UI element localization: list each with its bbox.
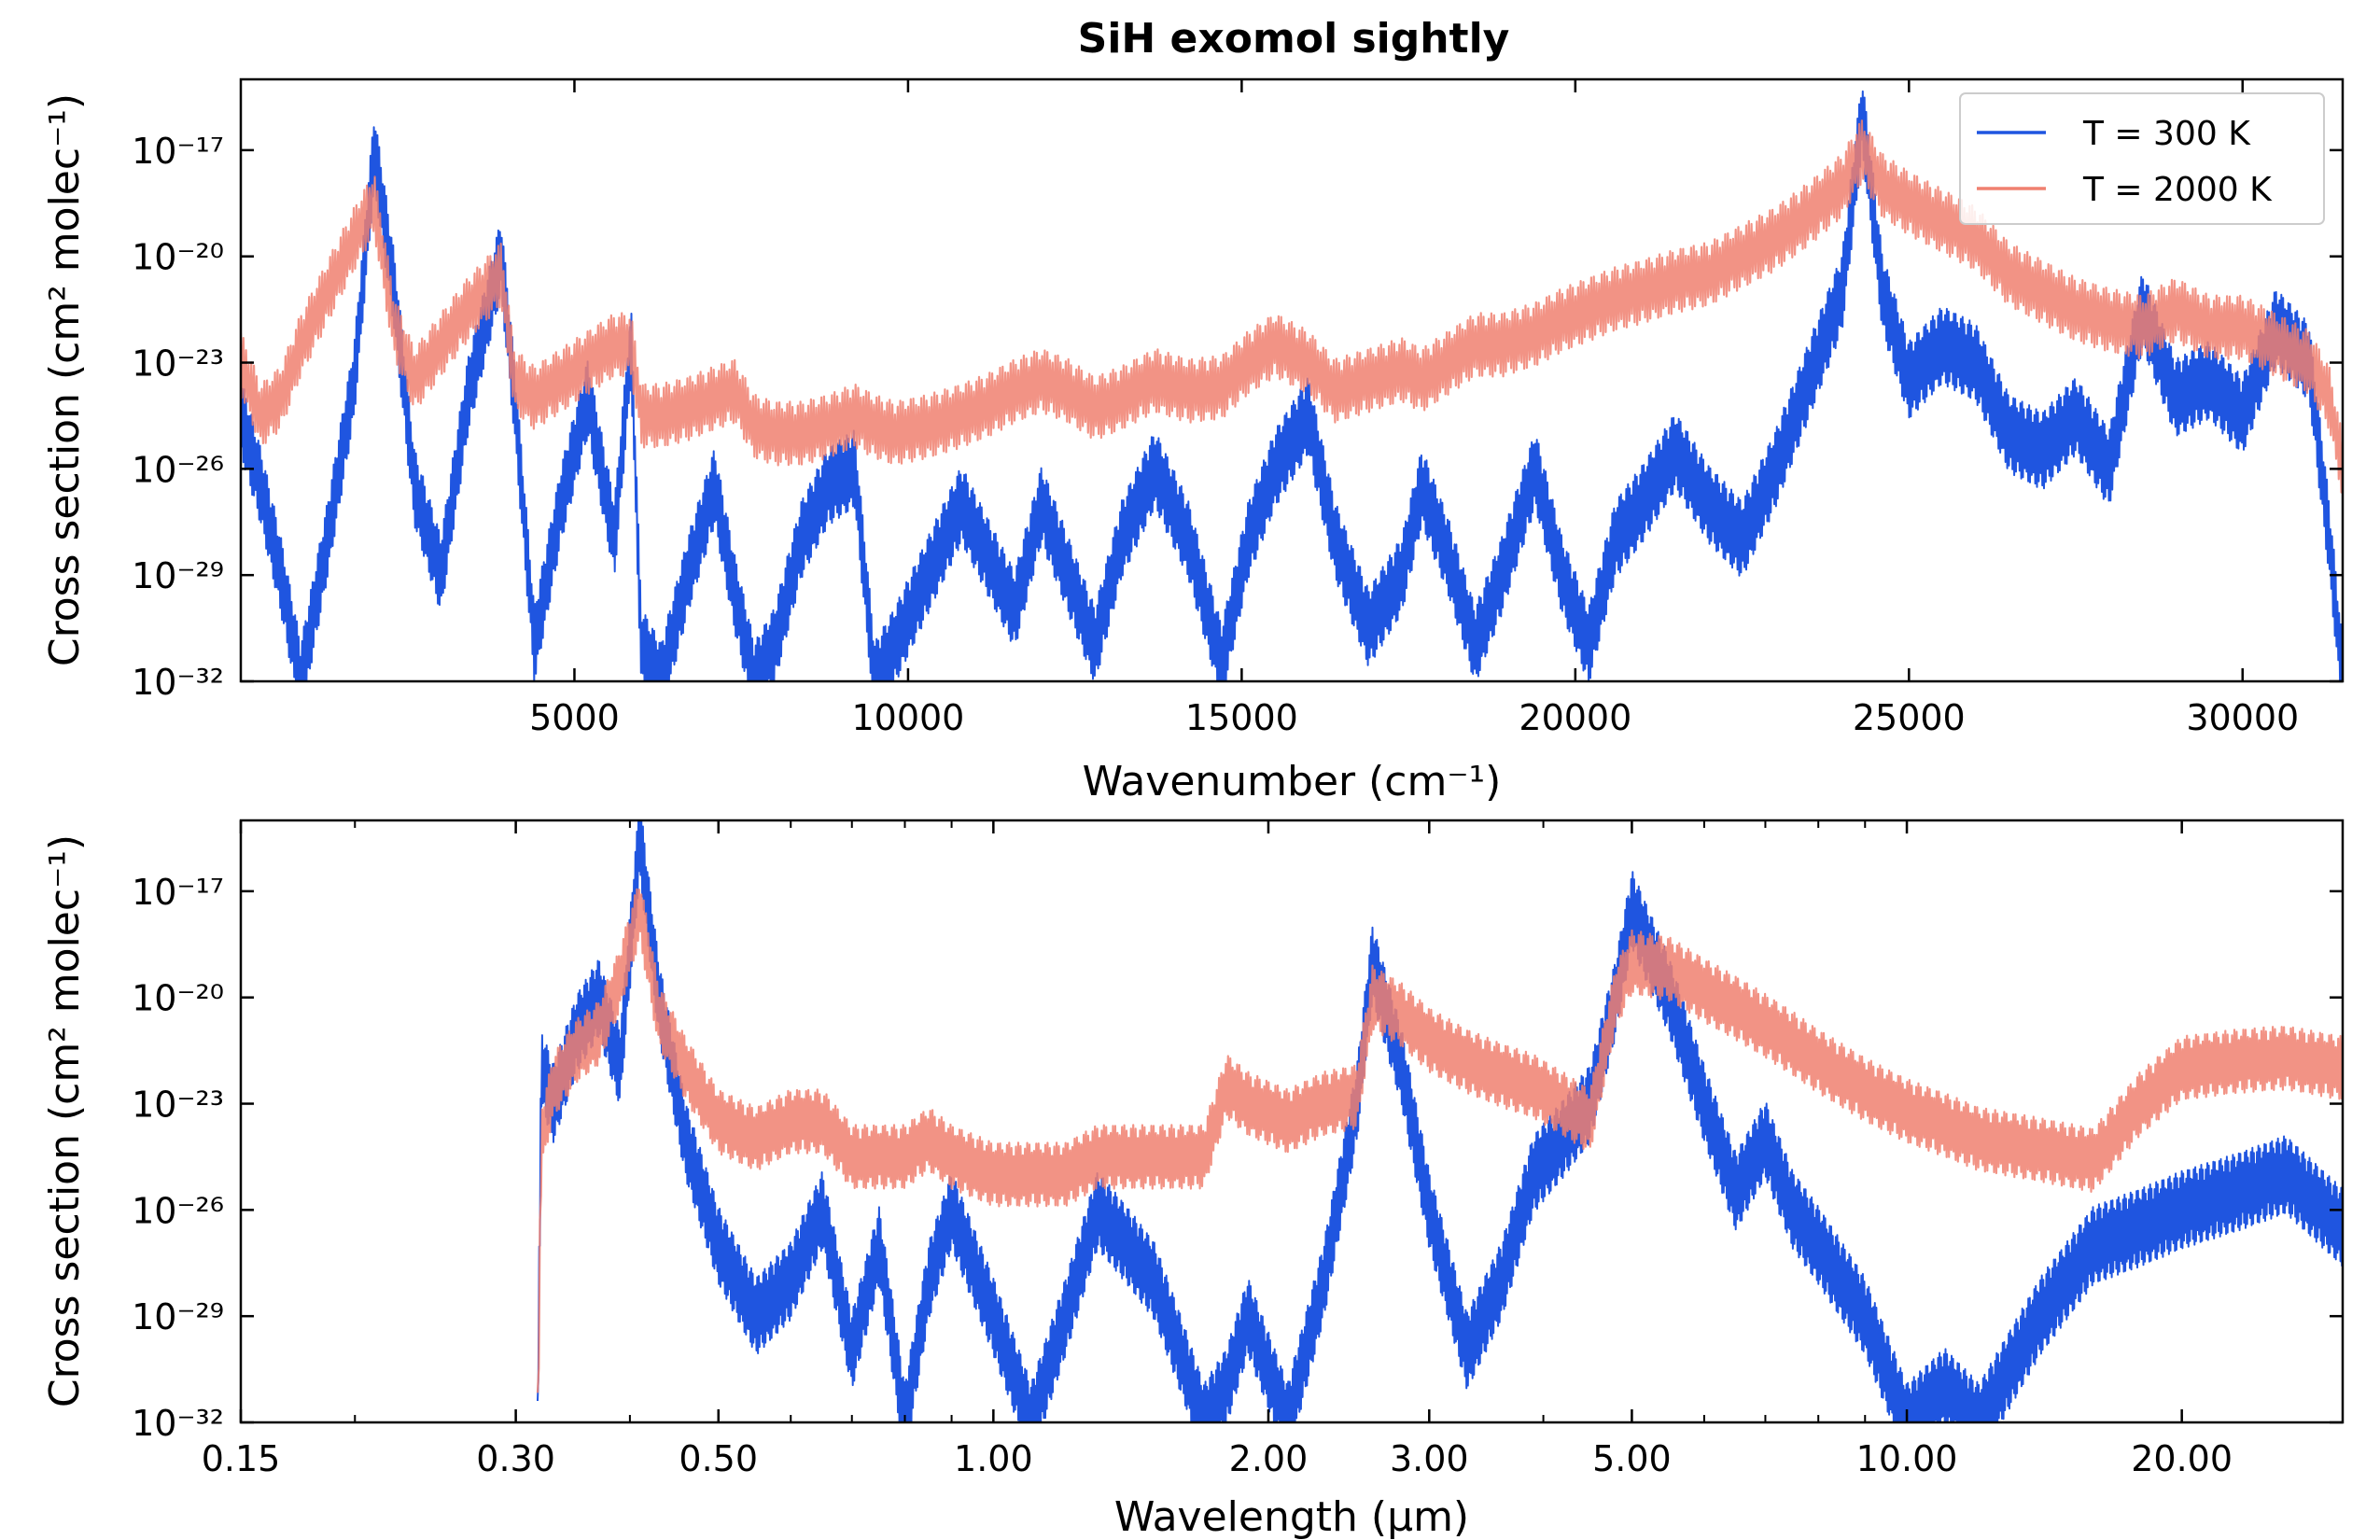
top-series-line-300k [241, 90, 2343, 681]
bottom-x-axis-label: Wavelength (μm) [1114, 1493, 1469, 1540]
x-tick-label: 0.50 [679, 1438, 758, 1479]
x-tick-label: 10000 [851, 697, 964, 738]
bottom-series-layer [536, 820, 2343, 1422]
x-tick-label: 10.00 [1856, 1438, 1958, 1479]
y-tick-label: 10⁻¹⁷ [132, 872, 224, 913]
x-tick-label: 30000 [2186, 697, 2299, 738]
bottom-plot-frame [239, 819, 2345, 1424]
y-tick-label: 10⁻²³ [132, 1085, 224, 1126]
y-tick-label: 10⁻²⁹ [132, 555, 224, 596]
bottom-y-axis-label: Cross section (cm² molec⁻¹) [41, 834, 89, 1407]
x-tick-label: 1.00 [954, 1438, 1033, 1479]
x-tick-label: 3.00 [1390, 1438, 1469, 1479]
legend-label-300k: T = 300 K [2082, 115, 2251, 153]
top-chart: 5000 10000 15000 20000 25000 30000 10⁻¹⁷ 10⁻²⁰… [41, 77, 2345, 805]
x-tick-label: 20000 [1519, 697, 1631, 738]
y-tick-label: 10⁻²⁶ [132, 1190, 224, 1231]
y-tick-label: 10⁻³² [132, 1403, 224, 1444]
y-tick-label: 10⁻²⁰ [132, 237, 224, 278]
x-tick-label: 15000 [1185, 697, 1298, 738]
top-series-layer [241, 90, 2343, 681]
top-x-axis-label: Wavenumber (cm⁻¹) [1083, 758, 1502, 805]
legend-label-2000k: T = 2000 K [2082, 171, 2273, 209]
bottom-chart: 0.15 0.30 0.50 1.00 2.00 3.00 5.00 10.00 20.00 1… [41, 819, 2345, 1540]
y-tick-label: 10⁻³² [132, 662, 224, 703]
x-tick-label: 20.00 [2131, 1438, 2233, 1479]
bottom-y-ticks: 10⁻¹⁷ 10⁻²⁰ 10⁻²³ 10⁻²⁶ 10⁻²⁹ 10⁻³² [132, 872, 2343, 1444]
x-tick-label: 0.15 [202, 1438, 281, 1479]
y-tick-label: 10⁻¹⁷ [132, 131, 224, 172]
top-x-ticks: 5000 10000 15000 20000 25000 30000 [529, 79, 2299, 738]
top-y-axis-label: Cross section (cm² molec⁻¹) [41, 93, 89, 666]
top-series-line-2000k [241, 119, 2343, 494]
legend-frame [1959, 92, 2325, 225]
top-plot-frame [239, 77, 2345, 683]
y-tick-label: 10⁻²³ [132, 343, 224, 385]
y-tick-label: 10⁻²⁶ [132, 449, 224, 490]
legend: T = 300 K T = 2000 K [1959, 92, 2325, 225]
y-tick-label: 10⁻²⁰ [132, 978, 224, 1019]
x-tick-label: 25000 [1853, 697, 1966, 738]
figure-title: SiH exomol sightly [1078, 15, 1510, 63]
top-y-ticks: 10⁻¹⁷ 10⁻²⁰ 10⁻²³ 10⁻²⁶ 10⁻²⁹ 10⁻³² [132, 131, 2343, 703]
bottom-series-line-2000k [536, 888, 2343, 1393]
x-tick-label: 2.00 [1229, 1438, 1309, 1479]
bottom-series-line-300k [537, 820, 2343, 1422]
x-tick-label: 5.00 [1592, 1438, 1672, 1479]
x-tick-label: 0.30 [476, 1438, 555, 1479]
bottom-x-ticks: 0.15 0.30 0.50 1.00 2.00 3.00 5.00 10.00 20.00 [202, 820, 2344, 1479]
x-tick-label: 5000 [529, 697, 620, 738]
y-tick-label: 10⁻²⁹ [132, 1296, 224, 1337]
